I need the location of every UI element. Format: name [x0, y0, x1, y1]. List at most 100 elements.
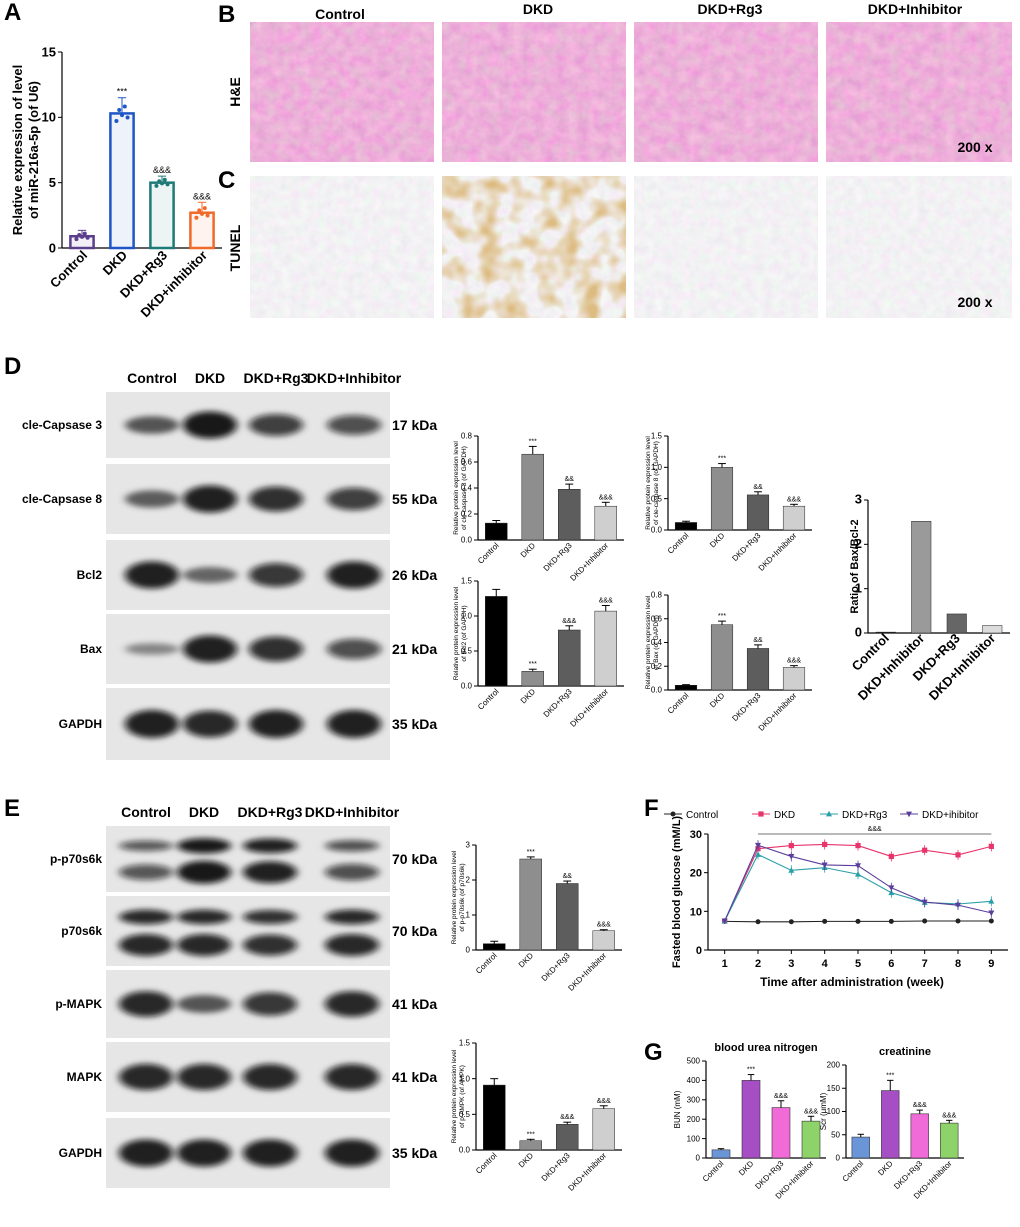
y-tick-label: 0.0 — [461, 536, 473, 545]
chart-f: 0 10 20 30 1 2 3 4 5 6 7 8 9 Time after administratio… — [664, 810, 1008, 989]
bar-dkd-rg3 — [556, 1124, 579, 1151]
blot-band-label-cle-capsase-8: cle-Capsase 8 — [22, 492, 102, 506]
y-tick-label: 1 — [466, 911, 471, 920]
significance-label: &&& — [153, 165, 171, 175]
significance-label: && — [753, 484, 763, 491]
y-tick-label: 0 — [696, 945, 702, 957]
x-tick-label: DKD — [519, 687, 537, 705]
blot-band — [327, 561, 381, 589]
significance-label: &&& — [562, 618, 576, 625]
y-tick-label: 0.8 — [651, 591, 663, 600]
blot-kda-label: 55 kDa — [392, 491, 437, 507]
data-point — [82, 231, 87, 236]
significance-label: &&& — [560, 1114, 574, 1121]
x-tick-label: 1 — [722, 958, 728, 970]
he-image-control — [250, 22, 434, 162]
blot-lane-label-dkd-rg3: DKD+Rg3 — [238, 804, 303, 820]
significance-label: && — [565, 476, 575, 483]
y-tick-label: 0.5 — [461, 647, 473, 656]
data-point — [758, 811, 764, 817]
data-point — [955, 918, 961, 924]
x-tick-label: DKD — [517, 951, 535, 969]
significance-label: && — [563, 873, 573, 880]
tunel-image-dkd-rg3 — [634, 176, 818, 318]
x-tick-label: DKD — [876, 1159, 894, 1177]
data-point — [162, 177, 167, 182]
y-tick-label: 10 — [42, 110, 56, 125]
x-axis-label: Time after administration (week) — [760, 975, 944, 989]
bar-control — [483, 1084, 506, 1151]
x-tick-label: DKD — [100, 248, 131, 279]
blot-kda-label: 41 kDa — [392, 1069, 437, 1085]
significance-label: &&& — [787, 658, 801, 665]
bar-control — [875, 631, 896, 634]
blot-band — [177, 909, 231, 925]
blot-kda-label: 41 kDa — [392, 996, 437, 1012]
data-point — [988, 898, 995, 904]
bar-dkd-rg3 — [558, 629, 581, 687]
y-axis-label: Scr (μmM) — [819, 1092, 828, 1130]
blot-band — [249, 486, 303, 512]
blot-band — [119, 1063, 173, 1091]
y-axis-label: Relative protein expression level — [645, 595, 652, 689]
data-point — [125, 115, 130, 120]
data-point — [755, 919, 761, 925]
blot-band — [183, 411, 237, 439]
y-tick-label: 1 — [855, 580, 862, 595]
x-tick-label: DKD+Inhibitor — [757, 531, 799, 573]
y-tick-label: 0.5 — [459, 1110, 471, 1119]
blot-band — [325, 1063, 379, 1091]
blot-band — [177, 1139, 231, 1167]
he-image-dkd-rg3 — [634, 22, 818, 162]
blot-kda-label: 26 kDa — [392, 567, 437, 583]
blot-band-label-bax: Bax — [80, 642, 102, 656]
tunel-row-label: TUNEL — [227, 224, 243, 271]
blot-band — [177, 860, 231, 884]
blot-band-label-p70s6k: p70s6k — [61, 924, 102, 938]
bar-dkd-inhibitor — [940, 1122, 959, 1159]
histology-column-label: Control — [315, 6, 365, 22]
bar-dkd-inhibitor — [592, 930, 615, 951]
y-axis-label: Relative protein expression level — [453, 441, 460, 535]
blot-kda-label: 35 kDa — [392, 716, 437, 732]
significance-label: *** — [529, 661, 537, 668]
y-tick-label: 0.8 — [461, 432, 473, 441]
x-tick-label: Control — [474, 1151, 499, 1176]
blot-band — [243, 1063, 297, 1091]
data-point — [888, 918, 894, 924]
blot-kda-label: 70 kDa — [392, 851, 437, 867]
y-tick-label: 1.0 — [651, 463, 663, 472]
blot-band — [249, 414, 303, 436]
he-image-dkd-inhibitor — [826, 22, 1012, 162]
data-point — [988, 843, 994, 849]
data-point — [205, 213, 210, 218]
blot-kda-label: 35 kDa — [392, 1145, 437, 1161]
y-axis-label: BUN (mM) — [673, 1090, 682, 1128]
blot-band — [325, 991, 379, 1017]
significance-label: &&& — [597, 922, 611, 929]
data-point — [855, 843, 861, 849]
x-tick-label: DKD+Rg3 — [730, 691, 762, 723]
bar-dkd-inhibitor — [782, 505, 806, 531]
y-tick-label: 2 — [466, 876, 471, 885]
blot-lane-label-dkd: DKD — [195, 370, 225, 386]
blot-band — [243, 909, 297, 925]
x-tick-label: DKD+Inhibitor — [568, 541, 610, 583]
data-point — [822, 841, 828, 848]
he-row-label: H&E — [227, 77, 243, 107]
data-point — [988, 910, 995, 917]
y-tick-label: 20 — [690, 868, 702, 880]
significance-label: &&& — [804, 1108, 818, 1115]
x-tick-label: 3 — [788, 958, 794, 970]
panel-letter-g: G — [644, 1039, 663, 1066]
blot-lane-label-control: Control — [121, 804, 171, 820]
data-point — [80, 234, 84, 239]
data-point — [202, 206, 207, 211]
y-axis-label: of Bcl2 (of GAPDH) — [461, 605, 468, 661]
y-tick-label: 0.2 — [651, 662, 663, 671]
legend-label: DKD+Rg3 — [842, 810, 888, 821]
blot-kda-label: 17 kDa — [392, 417, 437, 433]
bar-dkd-inhibitor — [801, 1120, 821, 1159]
